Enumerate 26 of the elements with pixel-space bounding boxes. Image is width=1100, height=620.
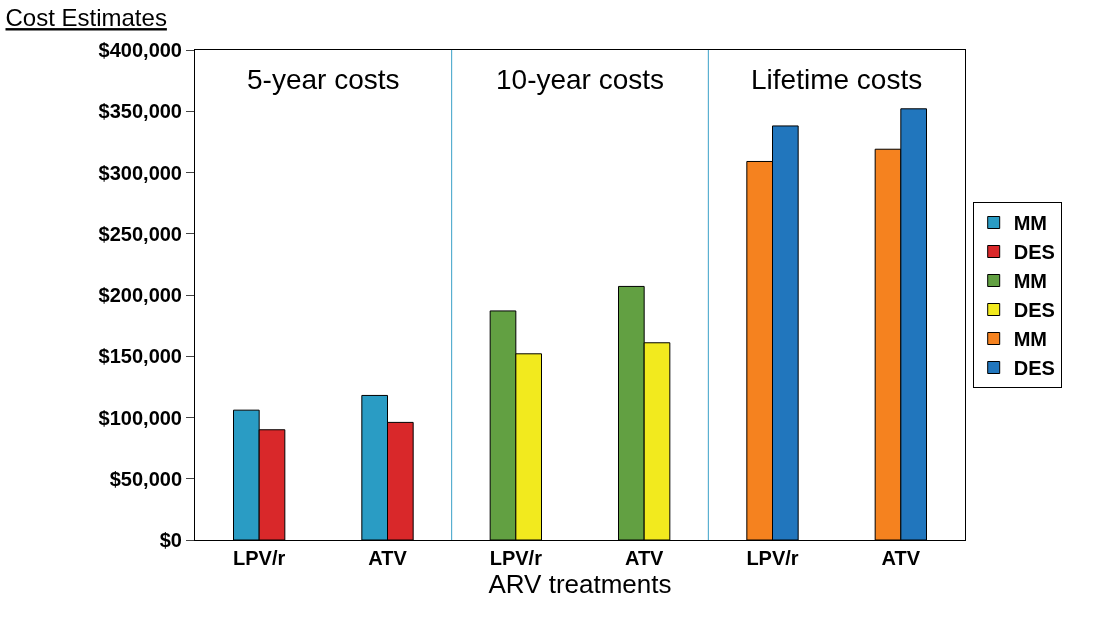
y-tick-label: $200,000 <box>98 284 182 306</box>
x-tick-label: LPV/r <box>233 547 286 569</box>
legend-label: MM <box>1013 328 1048 351</box>
legend-label: DES <box>1013 241 1055 264</box>
annotation: 5-year costs <box>247 64 400 95</box>
legend-label: MM <box>1013 270 1048 293</box>
x-tick-label: ATV <box>368 547 408 569</box>
x-tick-label: LPV/r <box>746 547 799 569</box>
y-tick-label: $50,000 <box>109 467 182 490</box>
annotation: 10-year costs <box>496 64 665 95</box>
y-tick-label: $100,000 <box>98 406 182 429</box>
annotation: Lifetime costs <box>751 64 923 95</box>
y-tick-label: $300,000 <box>98 161 182 184</box>
y-tick-label: $400,000 <box>98 39 182 61</box>
legend-label: MM <box>1013 212 1048 235</box>
y-tick-label: $350,000 <box>98 100 182 123</box>
x-tick-label: ATV <box>624 547 665 569</box>
x-axis-title: ARV treatments <box>488 569 672 599</box>
chart-title: Cost Estimates <box>5 4 167 32</box>
x-tick-label: LPV/r <box>489 547 543 569</box>
y-tick-label: $250,000 <box>98 222 182 245</box>
x-tick-label: ATV <box>881 547 921 569</box>
y-tick-label: $150,000 <box>98 345 182 368</box>
y-tick-label: $0 <box>159 529 182 551</box>
legend-label: DES <box>1013 299 1055 322</box>
legend-label: DES <box>1013 357 1055 380</box>
